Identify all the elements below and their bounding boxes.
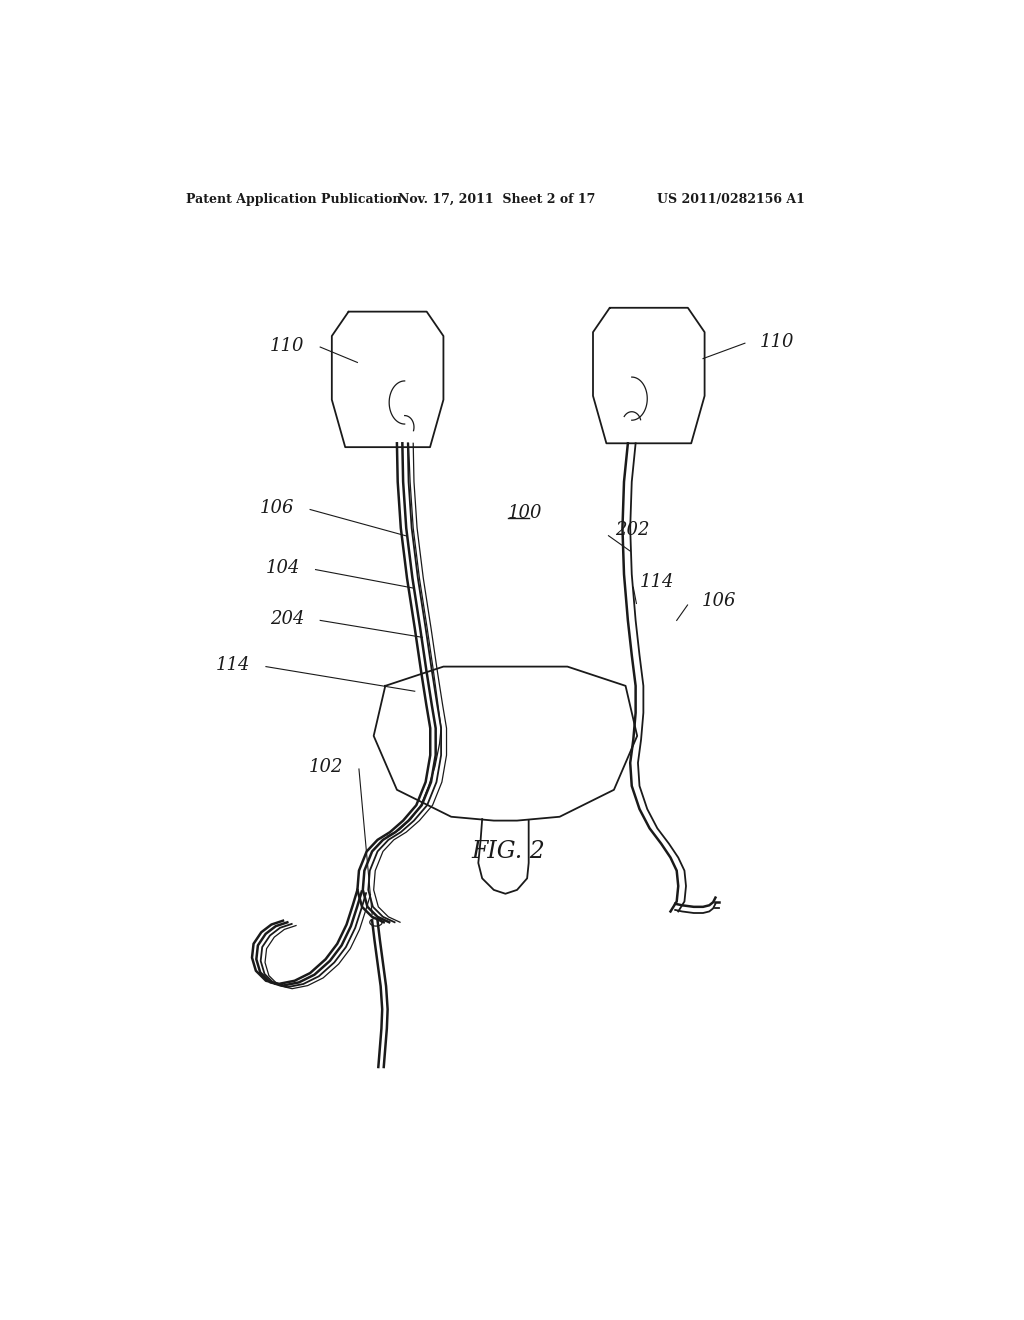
Text: 110: 110 [760, 333, 795, 351]
Text: 114: 114 [216, 656, 251, 675]
Text: FIG. 2: FIG. 2 [471, 840, 545, 863]
Text: Patent Application Publication: Patent Application Publication [186, 193, 401, 206]
Text: 102: 102 [309, 758, 343, 776]
Text: 106: 106 [701, 593, 736, 610]
Text: 100: 100 [508, 504, 543, 521]
Text: Nov. 17, 2011  Sheet 2 of 17: Nov. 17, 2011 Sheet 2 of 17 [397, 193, 595, 206]
Text: 106: 106 [260, 499, 295, 517]
Text: 202: 202 [614, 521, 649, 540]
Text: US 2011/0282156 A1: US 2011/0282156 A1 [656, 193, 805, 206]
Text: 204: 204 [270, 610, 305, 628]
Text: 114: 114 [640, 573, 674, 591]
Text: 110: 110 [270, 337, 305, 355]
Text: 104: 104 [265, 560, 300, 577]
